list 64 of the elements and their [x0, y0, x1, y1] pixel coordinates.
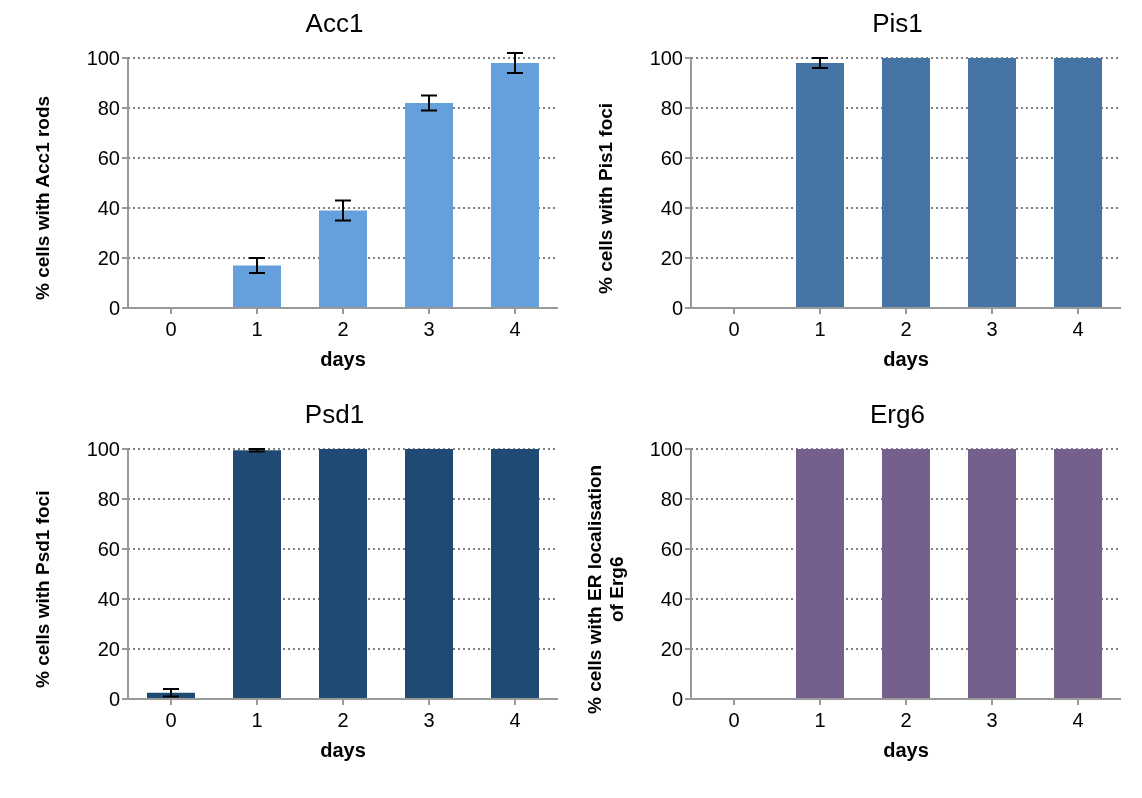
bar	[405, 449, 453, 699]
x-axis-title: days	[319, 348, 367, 371]
x-tick-label: 2	[900, 709, 912, 732]
bar	[491, 63, 539, 308]
x-tick-label: 3	[986, 318, 998, 341]
y-tick-label: 60	[97, 538, 120, 561]
x-tick-label: 2	[337, 709, 349, 732]
x-tick-label: 1	[251, 709, 263, 732]
x-tick-label: 0	[165, 318, 177, 341]
x-tick-label: 4	[1072, 709, 1084, 732]
y-tick-label: 80	[97, 488, 120, 511]
y-tick-label: 20	[660, 638, 683, 661]
x-tick-label: 1	[814, 709, 826, 732]
x-tick-label: 2	[337, 318, 349, 341]
y-tick-label: 60	[660, 538, 683, 561]
x-tick-label: 4	[509, 318, 521, 341]
y-tick-label: 20	[97, 638, 120, 661]
y-tick-label: 80	[660, 97, 683, 120]
chart-title: Acc1	[304, 8, 365, 40]
bar	[233, 265, 281, 308]
x-tick-label: 2	[900, 318, 912, 341]
y-tick-label: 60	[660, 147, 683, 170]
bar	[319, 210, 367, 308]
y-tick-label: 100	[649, 438, 683, 461]
x-tick-label: 0	[728, 318, 740, 341]
x-tick-label: 0	[165, 709, 177, 732]
chart-title: Psd1	[303, 399, 366, 431]
x-tick-label: 3	[423, 709, 435, 732]
y-tick-label: 40	[660, 197, 683, 220]
y-axis-title: % cells with Psd1 foci	[32, 489, 54, 690]
bar	[233, 450, 281, 699]
y-tick-label: 20	[660, 247, 683, 270]
y-tick-label: 0	[671, 297, 683, 320]
y-tick-label: 80	[660, 488, 683, 511]
y-tick-label: 40	[97, 588, 120, 611]
x-tick-label: 1	[814, 318, 826, 341]
bar	[405, 103, 453, 308]
x-tick-label: 1	[251, 318, 263, 341]
bar	[319, 449, 367, 699]
y-tick-label: 20	[97, 247, 120, 270]
x-axis-title: days	[882, 348, 930, 371]
y-tick-label: 60	[97, 147, 120, 170]
x-axis-title: days	[882, 739, 930, 762]
y-tick-label: 100	[649, 47, 683, 70]
y-axis-title: % cells with Acc1 rods	[32, 94, 54, 303]
y-tick-label: 0	[108, 297, 120, 320]
x-tick-label: 3	[986, 709, 998, 732]
chart-title: Erg6	[869, 399, 926, 431]
bar	[491, 449, 539, 699]
y-tick-label: 40	[97, 197, 120, 220]
x-tick-label: 4	[509, 709, 521, 732]
y-tick-label: 100	[86, 47, 120, 70]
y-axis-title: % cells with Pis1 foci	[595, 101, 617, 296]
x-tick-label: 4	[1072, 318, 1084, 341]
chart-title: Pis1	[871, 8, 924, 40]
x-tick-label: 3	[423, 318, 435, 341]
y-tick-label: 0	[671, 688, 683, 711]
x-axis-title: days	[319, 739, 367, 762]
y-tick-label: 100	[86, 438, 120, 461]
y-tick-label: 80	[97, 97, 120, 120]
y-axis-title: % cells with ER localisation of Erg6	[584, 463, 628, 716]
y-tick-label: 40	[660, 588, 683, 611]
x-tick-label: 0	[728, 709, 740, 732]
y-tick-label: 0	[108, 688, 120, 711]
